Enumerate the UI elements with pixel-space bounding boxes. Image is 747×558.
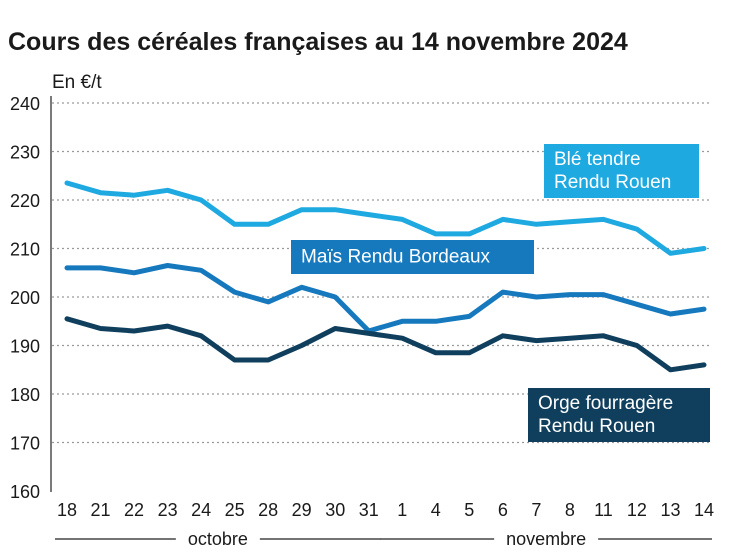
series-label-box <box>528 388 710 442</box>
y-tick-label: 210 <box>10 240 40 260</box>
month-labels: octobre novembre <box>55 529 712 549</box>
series-label-text: Maïs Rendu Bordeaux <box>301 247 491 268</box>
series-line-1 <box>64 263 707 334</box>
x-tick-label: 5 <box>464 500 474 520</box>
y-tick-label: 190 <box>10 337 40 357</box>
series-label-box <box>291 240 534 274</box>
y-tick-label: 240 <box>10 94 40 114</box>
x-tick-label: 6 <box>498 500 508 520</box>
series-label-text: Rendu Rouen <box>554 172 671 193</box>
x-tick-label: 7 <box>531 500 541 520</box>
series-line-0 <box>64 180 707 256</box>
y-tick-label: 180 <box>10 385 40 405</box>
x-tick-label: 22 <box>124 500 144 520</box>
x-tick-label: 14 <box>694 500 714 520</box>
x-tick-label: 8 <box>565 500 575 520</box>
series-line-2 <box>64 316 707 373</box>
x-tick-label: 4 <box>431 500 441 520</box>
x-tick-label: 11 <box>594 500 613 520</box>
y-tick-label: 220 <box>10 191 40 211</box>
x-tick-label: 18 <box>57 500 77 520</box>
x-tick-label: 23 <box>158 500 178 520</box>
series-label-text: Rendu Rouen <box>538 416 655 437</box>
y-axis-unit: En €/t <box>52 72 102 93</box>
x-tick-label: 24 <box>191 500 211 520</box>
x-tick-label: 25 <box>225 500 245 520</box>
y-tick-label: 230 <box>10 143 40 163</box>
x-tick-label: 21 <box>91 500 111 520</box>
month-label: novembre <box>506 529 586 549</box>
x-tick-label: 31 <box>359 500 379 520</box>
month-label: octobre <box>188 529 248 549</box>
x-tick-label: 28 <box>258 500 278 520</box>
chart-title: Cours des céréales françaises au 14 nove… <box>8 28 628 56</box>
series-label-text: Blé tendre <box>554 149 641 170</box>
y-tick-label: 170 <box>10 434 40 454</box>
series-label-text: Orge fourragère <box>538 393 673 414</box>
y-tick-label: 160 <box>10 482 40 502</box>
x-tick-label: 12 <box>627 500 647 520</box>
series-label-1: Maïs Rendu Bordeaux <box>291 240 534 274</box>
series-lines <box>64 180 707 373</box>
y-tick-labels: 160 170 180 190 200 210 220 230 240 <box>10 94 40 502</box>
x-tick-label: 13 <box>660 500 680 520</box>
y-tick-label: 200 <box>10 288 40 308</box>
x-tick-labels: 18 21 22 23 24 25 28 29 30 31 1 4 5 6 7 8 11 12 13 14 <box>57 500 714 520</box>
x-tick-label: 29 <box>292 500 312 520</box>
x-tick-label: 1 <box>397 500 407 520</box>
series-label-box <box>544 144 699 198</box>
x-tick-label: 30 <box>325 500 345 520</box>
